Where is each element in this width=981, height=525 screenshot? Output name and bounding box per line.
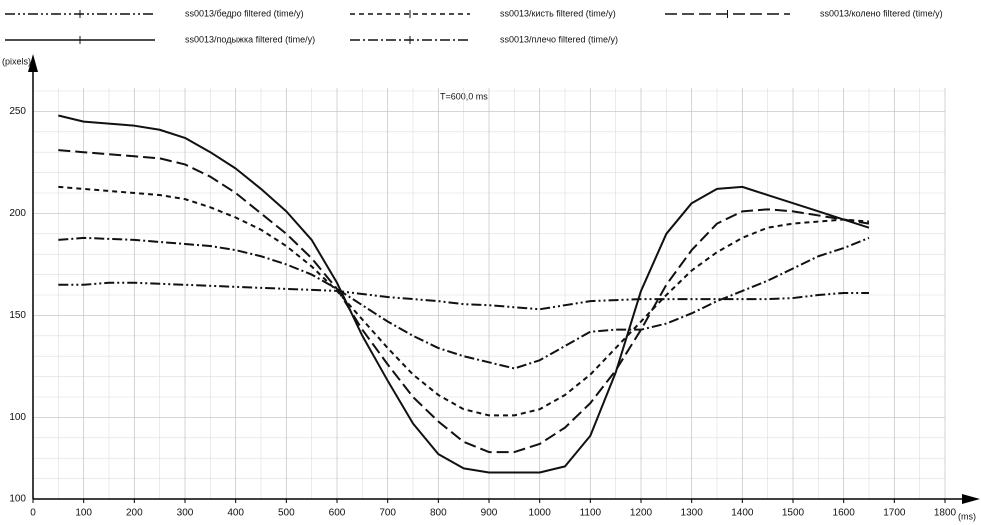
series-line [58, 114, 870, 474]
x-axis-arrow [962, 494, 980, 504]
x-axis-label: (ms) [958, 511, 976, 521]
x-tick-label: 1200 [630, 508, 653, 519]
y-tick-label: 100 [9, 494, 26, 505]
x-tick-label: 400 [227, 508, 244, 519]
legend-label: ss0013/колено filtered (time/y) [820, 8, 943, 18]
annotation: T=600,0 ms [440, 91, 488, 101]
y-tick-label: 250 [9, 106, 26, 117]
x-tick-label: 500 [278, 508, 295, 519]
x-tick-label: 700 [379, 508, 396, 519]
legend-label: ss0013/бедро filtered (time/y) [185, 8, 304, 18]
y-axis-label: (pixels) [2, 56, 31, 66]
x-tick-label: 1400 [731, 508, 754, 519]
x-tick-label: 1700 [883, 508, 906, 519]
x-tick-label: 100 [75, 508, 92, 519]
y-tick-label: 200 [9, 208, 26, 219]
legend-label: ss0013/плечо filtered (time/y) [500, 34, 618, 44]
x-tick-label: 1500 [782, 508, 805, 519]
x-tick-label: 1300 [681, 508, 704, 519]
x-tick-label: 200 [126, 508, 143, 519]
x-tick-label: 300 [177, 508, 194, 519]
x-tick-label: 1100 [580, 508, 602, 519]
legend-label: ss0013/кисть filtered (time/y) [500, 8, 616, 18]
series-line [58, 185, 870, 417]
series-line [58, 236, 870, 370]
y-tick-label: 100 [9, 412, 26, 423]
x-tick-label: 900 [481, 508, 498, 519]
x-tick-label: 0 [30, 508, 36, 519]
y-axis-arrow [28, 54, 38, 72]
x-tick-label: 1800 [934, 508, 957, 519]
x-tick-label: 800 [430, 508, 447, 519]
legend-label: ss0013/подыжка filtered (time/y) [185, 34, 315, 44]
x-tick-label: 600 [329, 508, 346, 519]
x-tick-label: 1000 [529, 508, 552, 519]
x-tick-label: 1600 [833, 508, 856, 519]
series-line [58, 149, 870, 454]
y-tick-label: 150 [9, 310, 26, 321]
